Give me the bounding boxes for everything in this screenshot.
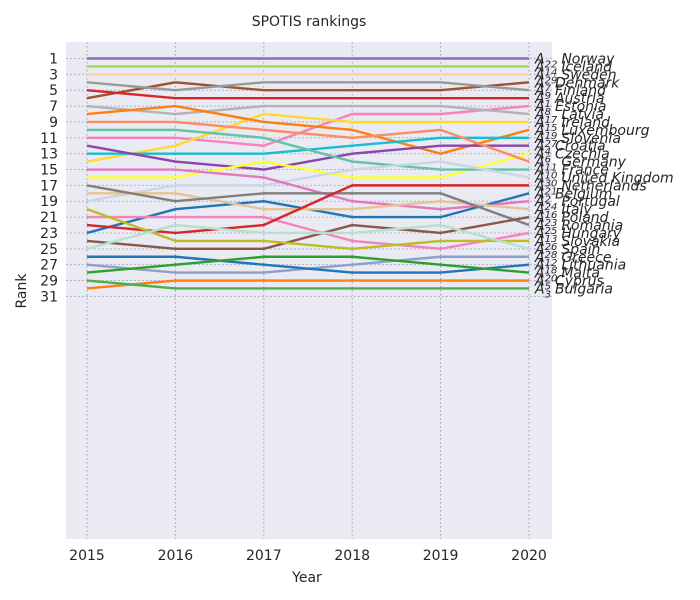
series-line-hungary	[86, 215, 530, 251]
x-tick-label: 2016	[158, 548, 194, 564]
series-label-slovenia: A27 Slovenia	[534, 131, 621, 150]
series-label-croatia: A4 Croatia	[534, 139, 606, 158]
series-line-denmark	[86, 81, 530, 100]
series-label-latvia: A17 Latvia	[534, 107, 604, 126]
series-line-malta	[86, 255, 530, 274]
series-label-ireland: A15 Ireland	[534, 115, 610, 134]
y-tick-label: 15	[40, 163, 58, 179]
chart-title: SPOTIS rankings	[252, 14, 367, 30]
series-line-finland	[86, 81, 530, 92]
series-line-italy	[87, 192, 530, 211]
series-line-czechia	[87, 152, 530, 179]
series-label-czechia: A6 Czechia	[534, 147, 610, 166]
series-line-netherlands	[87, 168, 530, 211]
series-line-poland	[86, 184, 530, 227]
y-tick-label: 1	[49, 52, 58, 68]
series-label-cyprus: A5 Cyprus	[534, 274, 604, 293]
y-tick-label: 11	[40, 131, 58, 147]
series-line-ireland	[86, 112, 529, 163]
x-ticks: 2015 2016 2017 2018 2019 2020	[69, 548, 547, 564]
series-label-greece: A12 Greece	[534, 250, 611, 269]
series-line-cyprus	[86, 279, 529, 290]
series-label-slovakia: A26 Slovakia	[534, 234, 620, 253]
y-tick-label: 3	[49, 67, 58, 83]
series-line-lithuania	[87, 255, 530, 274]
y-tick-label: 29	[40, 274, 58, 290]
y-tick-label: 31	[40, 289, 58, 305]
series-label-lithuania: A18 Lithuania	[534, 258, 626, 277]
series-label-united-kingdom: A30 United Kingdom	[534, 170, 674, 189]
series-line-germany	[87, 120, 530, 163]
x-tick-label: 2018	[334, 548, 370, 564]
y-tick-label: 7	[49, 99, 58, 115]
series-line-luxembourg	[86, 104, 530, 155]
series-label-iceland: A14 Iceland	[534, 59, 612, 78]
series-line-austria	[86, 89, 529, 100]
series-line-bulgaria	[86, 279, 529, 290]
series-line-united-kingdom	[86, 160, 530, 203]
series-label-estonia: A8 Estonia	[534, 99, 607, 118]
series-label-bulgaria: A3 Bulgaria	[534, 281, 613, 300]
y-tick-label: 23	[40, 226, 58, 242]
series-line-latvia	[86, 104, 530, 116]
y-tick-label: 17	[40, 178, 58, 194]
series-line-slovakia	[86, 208, 529, 251]
series-label-norway: A22 Norway	[534, 52, 615, 71]
x-tick-label: 2015	[69, 548, 105, 564]
series-line-croatia	[86, 144, 529, 171]
series-label-italy: A16 Italy	[534, 202, 592, 221]
series-label-austria: A1 Austria	[534, 91, 604, 110]
x-tick-label: 2020	[511, 548, 547, 564]
y-tick-label: 9	[49, 115, 58, 131]
y-tick-label: 21	[40, 210, 58, 226]
y-tick-label: 13	[40, 147, 58, 163]
series-lines	[86, 57, 530, 290]
series-label-hungary: A13 Hungary	[534, 226, 622, 245]
y-tick-label: 5	[49, 83, 58, 99]
y-tick-label: 27	[40, 258, 58, 274]
series-line-portugal	[87, 215, 530, 251]
series-label-sweden: A29 Sweden	[534, 67, 617, 86]
y-tick-label: 25	[40, 242, 58, 258]
series-label-netherlands: A21 Netherlands	[534, 178, 647, 197]
series-line-estonia	[87, 104, 530, 147]
series-label-romania: A25 Romania	[534, 218, 623, 237]
series-label-spain: A28 Spain	[534, 242, 600, 261]
series-line-france	[87, 128, 529, 171]
x-axis-label: Year	[291, 570, 322, 586]
y-tick-label: 19	[40, 194, 58, 210]
series-line-romania	[86, 184, 529, 235]
series-label-belgium: A2 Belgium	[534, 186, 612, 205]
x-tick-label: 2017	[246, 548, 282, 564]
series-label-finland: A9 Finland	[534, 83, 606, 102]
x-tick-label: 2019	[423, 548, 459, 564]
series-label-poland: A23 Poland	[534, 210, 609, 229]
series-label-denmark: A7 Denmark	[534, 75, 620, 94]
y-axis-label: Rank	[14, 273, 30, 309]
series-line-spain	[86, 223, 530, 250]
series-label-france: A10 France	[534, 163, 609, 182]
plot-background	[66, 42, 552, 539]
series-label-germany: A11 Germany	[534, 155, 627, 174]
series-label-malta: A20 Malta	[534, 266, 600, 285]
series-label-portugal: A24 Portugal	[534, 194, 620, 213]
series-label-luxembourg: A19 Luxembourg	[534, 123, 650, 142]
